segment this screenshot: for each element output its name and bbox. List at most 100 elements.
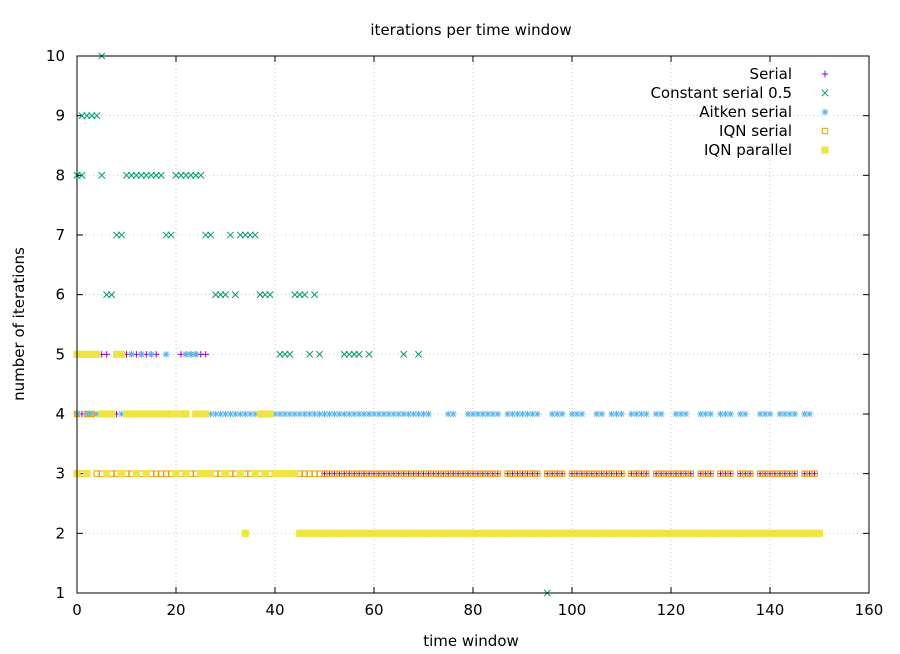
- data-point: [612, 529, 621, 537]
- y-tick-label: 5: [55, 345, 65, 363]
- data-point: [345, 529, 353, 537]
- data-point: [687, 529, 695, 537]
- y-tick-label: 4: [55, 405, 65, 423]
- data-point: [271, 470, 279, 478]
- legend-entry-label: IQN serial: [719, 122, 792, 140]
- data-point: [306, 350, 314, 358]
- data-point: [355, 350, 363, 358]
- data-point: [192, 410, 200, 418]
- data-point: [137, 410, 145, 418]
- data-point: [776, 410, 784, 418]
- legend-entry-marker: [821, 127, 829, 135]
- data-point: [528, 529, 536, 537]
- x-tick-label: 140: [756, 601, 785, 619]
- data-point: [157, 171, 165, 179]
- data-point: [132, 470, 140, 478]
- data-point: [148, 351, 155, 358]
- legend-entry-marker: [821, 108, 829, 116]
- data-point: [395, 529, 403, 537]
- data-point: [469, 529, 477, 537]
- data-point: [662, 529, 670, 537]
- data-point: [716, 529, 725, 537]
- x-tick-label: 0: [72, 601, 82, 619]
- data-point: [504, 410, 511, 418]
- data-point: [479, 529, 487, 537]
- data-point: [98, 410, 106, 418]
- data-point: [380, 529, 388, 537]
- data-point: [157, 410, 165, 418]
- data-point: [207, 470, 215, 478]
- data-point: [197, 410, 205, 418]
- data-point: [672, 410, 680, 418]
- data-point: [672, 529, 680, 537]
- series-aitken-serial: [73, 351, 813, 418]
- data-point: [707, 410, 714, 418]
- data-point: [781, 529, 789, 537]
- data-point: [643, 410, 650, 418]
- data-point: [618, 470, 625, 477]
- data-point: [647, 529, 655, 537]
- data-point: [810, 529, 819, 537]
- data-point: [117, 350, 126, 358]
- data-point: [652, 529, 660, 537]
- data-point: [450, 410, 457, 418]
- y-axis-title: number of iterations: [10, 247, 28, 401]
- data-point: [330, 529, 338, 537]
- data-point: [444, 529, 452, 537]
- data-point: [578, 410, 586, 418]
- data-point: [618, 410, 625, 418]
- data-point: [83, 350, 91, 358]
- legend-entry-label: Aitken serial: [699, 103, 792, 121]
- data-point: [815, 529, 824, 537]
- data-point: [197, 470, 205, 478]
- data-point: [568, 529, 576, 537]
- data-point: [513, 529, 522, 537]
- x-tick-label: 80: [463, 601, 482, 619]
- data-point: [627, 529, 635, 537]
- data-point: [682, 410, 690, 418]
- data-point: [320, 529, 329, 537]
- data-point: [286, 470, 294, 478]
- data-points: [73, 52, 824, 597]
- data-point: [786, 529, 794, 537]
- x-tick-label: 120: [657, 601, 686, 619]
- data-point: [138, 351, 145, 358]
- data-point: [414, 350, 423, 358]
- data-point: [281, 470, 289, 478]
- data-point: [608, 529, 616, 537]
- data-point: [717, 410, 724, 418]
- data-point: [182, 410, 190, 418]
- data-point: [746, 529, 754, 537]
- data-point: [702, 410, 709, 418]
- data-point: [113, 350, 121, 358]
- data-point: [172, 410, 180, 418]
- data-point: [786, 410, 793, 418]
- data-point: [261, 410, 269, 418]
- data-point: [266, 410, 274, 418]
- data-point: [578, 529, 586, 537]
- data-point: [593, 529, 601, 537]
- data-point: [400, 350, 408, 358]
- data-point: [162, 351, 170, 358]
- y-tick-label: 8: [55, 166, 65, 184]
- data-point: [147, 410, 155, 418]
- series-iqn-serial: [73, 410, 818, 477]
- data-point: [400, 529, 408, 537]
- x-tick-label: 160: [855, 601, 884, 619]
- data-point: [429, 529, 437, 537]
- data-point: [558, 410, 566, 418]
- data-point: [385, 529, 393, 537]
- data-point: [88, 350, 96, 358]
- data-point: [172, 470, 180, 478]
- data-point: [558, 470, 566, 477]
- data-point: [657, 410, 665, 418]
- data-point: [306, 529, 314, 537]
- data-point: [434, 529, 442, 537]
- data-point: [751, 529, 759, 537]
- data-point: [454, 529, 462, 537]
- data-point: [543, 529, 551, 537]
- data-point: [622, 529, 631, 537]
- data-point: [632, 529, 640, 537]
- data-point: [128, 351, 135, 358]
- data-point: [242, 410, 249, 418]
